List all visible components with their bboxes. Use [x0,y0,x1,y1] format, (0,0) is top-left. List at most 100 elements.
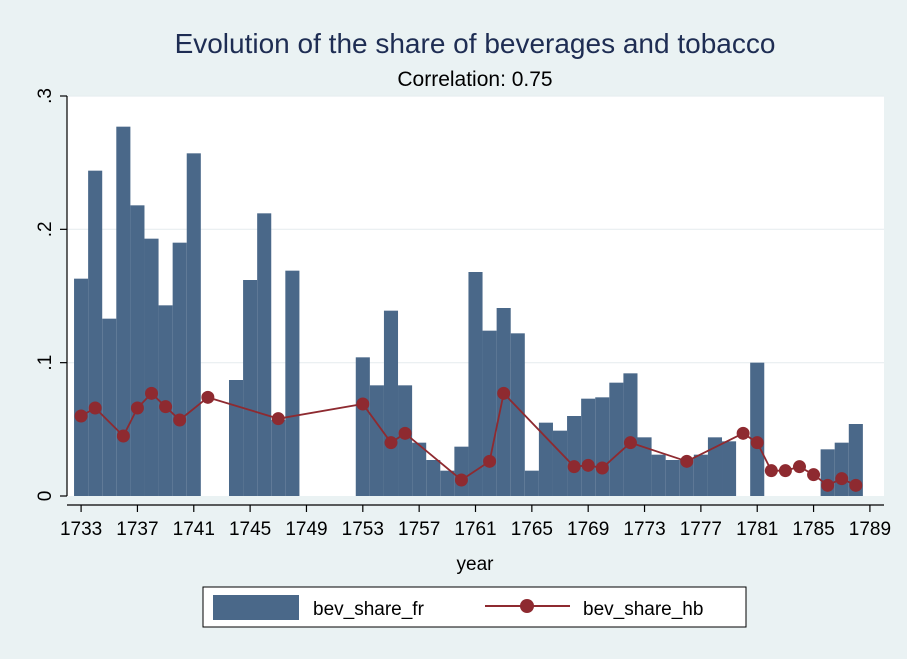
x-tick-label: 1765 [511,519,553,540]
bar [750,362,765,496]
line-point [595,461,609,475]
line-point [201,390,215,404]
line-point [173,413,187,427]
line-point [271,412,285,426]
x-axis-label: year [457,554,495,575]
line-point [736,426,750,440]
bar [88,170,103,496]
line-point [849,478,863,492]
bar [722,441,737,496]
bar [538,422,553,496]
x-tick-label: 1733 [60,519,102,540]
y-tick-label: .3 [35,88,56,104]
bar [116,126,131,497]
axes: 0 .1 .2 .3 1733 1737 1741 1745 1749 1753 1757 1761 1… [35,88,891,540]
bar [130,205,145,497]
line-point [116,429,130,443]
line-point [398,426,412,440]
line-point [581,458,595,472]
line-point [807,468,821,482]
line-point [623,436,637,450]
y-tick-label: .2 [35,221,56,237]
x-tick-label: 1785 [792,519,834,540]
x-tick-label: 1781 [736,519,778,540]
bar [609,382,624,496]
legend-label-bev-share-fr: bev_share_fr [313,599,425,620]
x-tick-label: 1769 [567,519,609,540]
bar [496,308,511,496]
bar [412,442,427,496]
line-point [384,436,398,450]
x-tick-label: 1749 [285,519,327,540]
line-point [835,472,849,486]
chart-subtitle: Correlation: 0.75 [397,68,552,91]
y-tick-label: .1 [35,355,56,371]
line-point [778,464,792,478]
x-tick-label: 1773 [623,519,665,540]
bar [144,238,159,496]
bar [74,278,89,496]
bar [398,385,413,496]
bar [651,454,666,496]
bar [524,470,539,496]
bar [172,242,187,496]
bar-series-bev-share-fr [74,126,863,497]
bar [595,397,610,496]
bar [257,213,272,497]
line-point [145,386,159,400]
line-point [483,454,497,468]
line-point [356,397,370,411]
bar [848,424,863,496]
x-tick-label: 1745 [229,519,271,540]
line-point [454,473,468,487]
x-tick-label: 1789 [849,519,891,540]
x-tick-label: 1737 [116,519,158,540]
bar [285,270,300,496]
bar [679,458,694,496]
bar [567,416,582,496]
bar [228,380,244,496]
line-point [750,436,764,450]
bar [186,153,201,497]
bar [468,272,483,496]
line-point [159,400,173,414]
line-point [497,386,511,400]
line-point [567,460,581,474]
legend-swatch-bev-share-fr [213,595,299,620]
bar [693,454,708,496]
line-point [821,478,835,492]
bar [637,437,652,496]
x-tick-label: 1741 [173,519,215,540]
bar [369,385,384,496]
bar [707,437,723,496]
x-tick-label: 1753 [342,519,384,540]
bar [482,330,497,496]
legend-label-bev-share-hb: bev_share_hb [583,599,703,620]
bar [665,460,680,496]
legend: bev_share_fr bev_share_hb [202,586,747,628]
x-tick-label: 1757 [398,519,440,540]
line-point [680,454,694,468]
line-point [764,464,778,478]
x-tick-label: 1761 [454,519,496,540]
bar [581,398,596,496]
line-series-bev-share-hb [74,386,863,492]
bar [426,460,441,496]
bar [454,446,469,496]
bar [552,430,568,496]
chart-title: Evolution of the share of beverages and … [175,28,776,59]
bar [623,373,638,496]
x-tick-label: 1777 [680,519,722,540]
bar [243,280,258,496]
line-point [792,460,806,474]
bar [355,357,370,496]
bar [510,333,525,496]
legend-marker-bev-share-hb [520,599,534,613]
bar [102,318,117,496]
bar [834,442,849,496]
line-point [130,401,144,415]
bar [440,470,455,496]
y-tick-label: 0 [35,491,56,502]
line-point [74,409,88,423]
